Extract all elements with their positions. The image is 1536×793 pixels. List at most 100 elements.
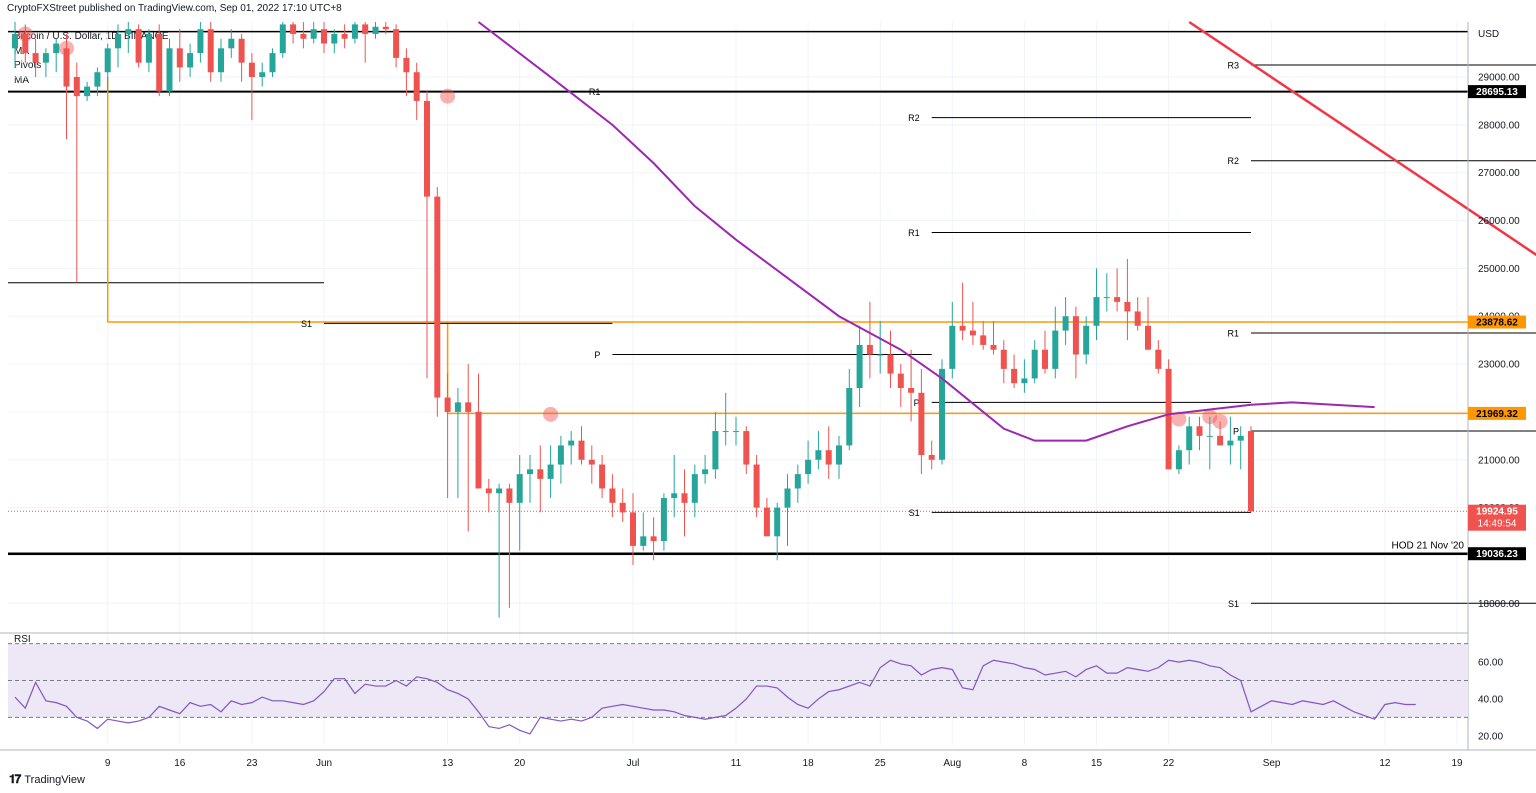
price-label-box xyxy=(1468,85,1526,99)
candle-body xyxy=(743,431,750,465)
ma-50-line xyxy=(477,21,1375,442)
candle-body xyxy=(145,33,152,63)
candle-body xyxy=(32,53,39,63)
candle-body xyxy=(125,29,132,34)
candle-body xyxy=(454,402,461,412)
candle-body xyxy=(372,26,379,34)
candle-body xyxy=(887,354,894,374)
candle-body xyxy=(1186,426,1193,451)
candle-body xyxy=(815,450,822,460)
candle-body xyxy=(84,86,91,97)
trendline xyxy=(1188,20,1536,257)
highlight-marker xyxy=(440,88,456,104)
pivot-label: R2 xyxy=(908,113,920,123)
candle-body xyxy=(908,388,915,393)
candle-body xyxy=(351,24,358,39)
tradingview-footer[interactable]: 𝟏𝟕 TradingView xyxy=(9,772,85,787)
candles[interactable] xyxy=(12,22,1254,618)
candle-body xyxy=(115,33,121,49)
rsi-line xyxy=(14,659,1416,735)
symbol-line[interactable]: Bitcoin / U.S. Dollar, 1D, BINANCE xyxy=(14,31,169,42)
time-tick-label: Jun xyxy=(316,758,332,769)
legend-item-ma-2[interactable]: MA xyxy=(14,74,29,86)
candle-body xyxy=(1175,450,1182,470)
time-axis[interactable]: 9 16 23 Jun 13 20 Jul 11 18 25 Aug 8 15 22 Sep 12 19 xyxy=(105,758,1463,769)
time-tick-label: 23 xyxy=(246,758,258,769)
candle-body xyxy=(537,469,544,479)
candle-body xyxy=(516,474,523,503)
countdown-label: 14:49:54 xyxy=(1478,519,1517,530)
candle-body xyxy=(712,431,719,470)
time-tick-label: 16 xyxy=(174,758,186,769)
price-label-box xyxy=(1468,406,1526,420)
time-tick-label: Jul xyxy=(627,758,640,769)
candle-body xyxy=(527,469,533,475)
pivot-label: S1 xyxy=(909,508,920,518)
rsi-tick-label: 60.00 xyxy=(1478,658,1503,669)
candle-body xyxy=(42,53,49,63)
candle-body xyxy=(393,29,400,58)
price-label: 21969.32 xyxy=(1476,409,1518,420)
candle-body xyxy=(1227,440,1234,446)
candle-body xyxy=(444,397,451,412)
currency-label: USD xyxy=(1478,29,1499,40)
candle-body xyxy=(238,38,245,63)
indicator-legend: Bitcoin / U.S. Dollar, 1D, BINANCE MA Pi… xyxy=(14,30,169,88)
rsi-title: RSI xyxy=(14,634,31,645)
candle-body xyxy=(805,459,812,475)
candle-body xyxy=(784,488,791,508)
price-axis[interactable]: USD18000.0019000.0020000.0021000.0022000… xyxy=(0,22,1536,751)
price-tick-label: 23000.00 xyxy=(1478,360,1520,371)
candle-body xyxy=(763,507,770,537)
candle-body xyxy=(156,33,163,92)
candle-body xyxy=(990,344,997,350)
candle-body xyxy=(176,48,183,68)
price-label-box xyxy=(1468,504,1526,531)
pivot-label: P xyxy=(594,350,600,360)
candle-body xyxy=(588,459,595,465)
legend-item-ma-1[interactable]: MA xyxy=(14,45,29,57)
time-tick-label: Sep xyxy=(1263,758,1281,769)
candle-body xyxy=(1217,435,1224,446)
candle-body xyxy=(207,29,214,73)
hod-annotation: HOD 21 Nov '20 xyxy=(1392,541,1465,552)
candle-body xyxy=(218,48,224,73)
candle-body xyxy=(424,100,430,197)
time-tick-label: 22 xyxy=(1163,758,1175,769)
candle-body xyxy=(836,445,842,465)
candle-body xyxy=(187,53,194,68)
descending-trendline xyxy=(1188,20,1536,257)
candle-body xyxy=(413,72,420,101)
rsi-pane[interactable]: RSI 20.00 40.00 60.00 xyxy=(8,634,1503,742)
candle-body xyxy=(228,38,235,49)
candle-body xyxy=(1114,297,1121,302)
candle-body xyxy=(362,24,369,34)
candle-body xyxy=(846,388,853,446)
candle-body xyxy=(1134,311,1141,326)
time-tick-label: 15 xyxy=(1091,758,1103,769)
candle-body xyxy=(1021,378,1028,384)
candle-body xyxy=(1072,316,1079,355)
pivot-label: R1 xyxy=(589,87,601,97)
candle-body xyxy=(630,512,636,546)
price-tick-label: 25000.00 xyxy=(1478,264,1520,275)
pivot-levels: R1 S1 P R2 R1 P S1 R3 R2 R1 P S1 xyxy=(301,61,1536,609)
candle-body xyxy=(341,33,348,39)
candle-body xyxy=(485,488,492,494)
pivot-label: R3 xyxy=(1227,61,1239,71)
candle-body xyxy=(1093,297,1100,326)
candle-body xyxy=(259,72,266,78)
price-label: 19036.23 xyxy=(1476,549,1518,560)
candle-body xyxy=(733,431,739,433)
candle-body xyxy=(1124,301,1131,312)
candle-body xyxy=(1000,349,1007,369)
tradingview-brand: TradingView xyxy=(24,773,85,786)
legend-item-pivots[interactable]: Pivots xyxy=(14,60,42,71)
candle-body xyxy=(949,325,956,369)
candle-body xyxy=(290,24,297,34)
candle-body xyxy=(794,474,801,489)
price-label: 23878.62 xyxy=(1476,318,1518,329)
candle-body xyxy=(939,368,945,460)
tradingview-logo-icon: 𝟏𝟕 xyxy=(9,772,21,786)
